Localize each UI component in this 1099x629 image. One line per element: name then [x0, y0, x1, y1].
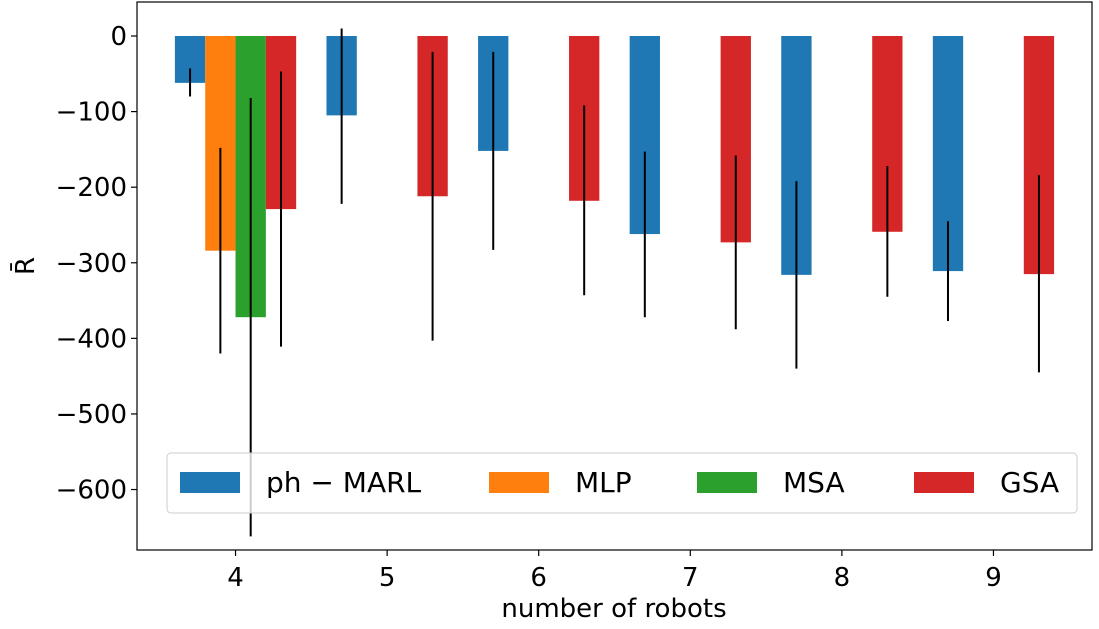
- y-tick-label: −100: [56, 98, 127, 128]
- legend-label-gsa: GSA: [1000, 466, 1059, 499]
- legend-label-ph-marl: ph − MARL: [266, 466, 422, 499]
- legend-label-mlp: MLP: [575, 466, 632, 499]
- y-tick-label: 0: [110, 22, 127, 52]
- x-axis-title: number of robots: [501, 594, 726, 624]
- x-tick-label: 5: [379, 563, 396, 593]
- error-bars-layer: [189, 28, 1040, 537]
- y-tick-label: −300: [56, 249, 127, 279]
- legend-label-msa: MSA: [783, 466, 845, 499]
- bars-layer: [174, 36, 1055, 318]
- legend-swatch-mlp: [489, 472, 549, 493]
- legend-swatch-gsa: [914, 472, 974, 493]
- y-tick-label: −200: [56, 173, 127, 203]
- x-tick-label: 8: [834, 563, 851, 593]
- plot-area: [136, 1, 1093, 551]
- y-tick-label: −600: [56, 476, 127, 506]
- x-tick-label: 7: [682, 563, 699, 593]
- legend-frame: [166, 452, 1078, 514]
- x-tick-label: 4: [227, 563, 244, 593]
- legend: ph − MARL MLP MSA GSA: [166, 452, 1078, 514]
- x-tick-label: 9: [985, 563, 1002, 593]
- y-axis-title: R̄: [9, 257, 41, 275]
- y-axis: 0 −100 −200 −300 −400 −500 −600: [56, 22, 137, 506]
- legend-swatch-msa: [697, 472, 757, 493]
- y-tick-label: −400: [56, 324, 127, 354]
- legend-swatch-ph-marl: [180, 472, 240, 493]
- x-tick-label: 6: [530, 563, 547, 593]
- x-axis: 4 5 6 7 8 9: [227, 550, 1002, 593]
- legend-items: ph − MARL MLP MSA GSA: [180, 466, 1059, 499]
- y-tick-label: −500: [56, 400, 127, 430]
